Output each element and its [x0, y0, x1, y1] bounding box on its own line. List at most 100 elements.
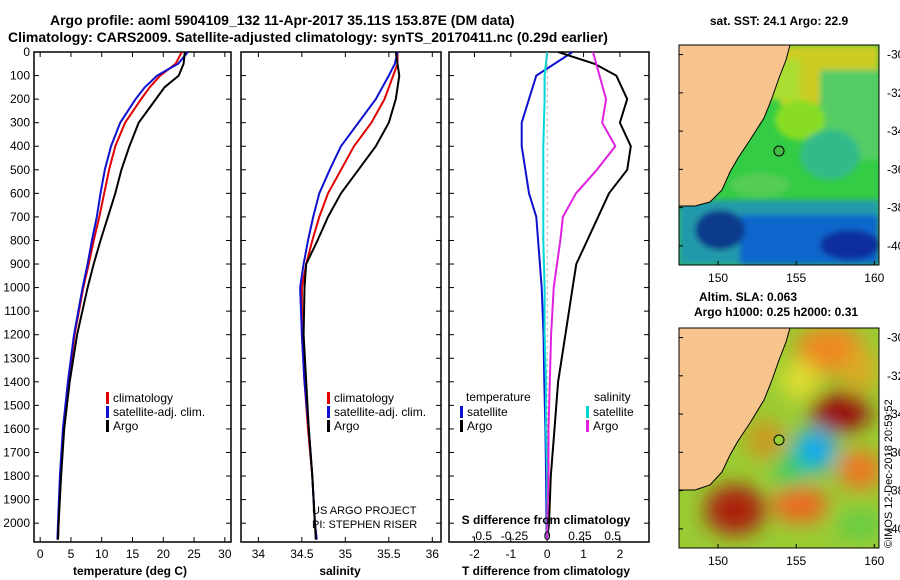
legend-swatch-climatology: [327, 392, 330, 404]
series-line-satellite-adj-clim-: [56, 52, 189, 540]
lat-tick-label: -40: [887, 239, 900, 253]
salinity-x-label: salinity: [319, 564, 361, 578]
difference-x-label: T difference from climatology: [462, 564, 630, 578]
depth-tick-label: 200: [10, 92, 30, 106]
argo-float-marker-2: [773, 434, 785, 446]
x-tick-label: 30: [218, 547, 232, 561]
salinity-frame: [240, 51, 442, 543]
depth-tick-label: 1400: [3, 375, 30, 389]
legend-swatch-satellite: [327, 406, 330, 418]
title-line-2: Climatology: CARS2009. Satellite-adjuste…: [8, 29, 608, 45]
legend-swatch-s-argo: [586, 420, 589, 432]
depth-axis: 0 100 200 300 400 500 600 700 800 900 1000 1100 1200…: [3, 45, 30, 530]
legend-swatch-t-argo: [460, 420, 463, 432]
depth-tick-label: 1200: [3, 328, 30, 342]
temperature-x-ticks: 0 5 10 15 20 25 30: [37, 52, 232, 561]
pi-credit: PI: STEPHEN RISER: [312, 519, 417, 531]
legend-t-argo: Argo: [467, 419, 493, 433]
difference-panel: -2 -1 0 1 2 T difference from climatology S …: [448, 51, 650, 578]
series-line-argo: [302, 52, 401, 540]
depth-tick-label: 1500: [3, 398, 30, 412]
legend-satellite: satellite-adj. clim.: [113, 405, 205, 419]
series-line-satellite-adj-clim-: [299, 52, 399, 540]
x-tick-label: 25: [187, 547, 201, 561]
legend-argo: Argo: [113, 419, 139, 433]
salinity-panel: 34 34.5 35 35.5 36 salinity climatology sate…: [240, 51, 442, 578]
legend-s-argo: Argo: [593, 419, 619, 433]
depth-tick-label: 0: [23, 45, 30, 59]
temperature-frame: [33, 51, 232, 543]
x-tick-label: 1: [580, 547, 587, 561]
depth-tick-label: 1900: [3, 493, 30, 507]
legend-swatch-s-satellite: [586, 406, 589, 418]
x-tick-label: 35.5: [377, 547, 401, 561]
sla-map-image: [679, 328, 879, 548]
sst-map-frame: [678, 44, 880, 266]
depth-tick-label: 700: [10, 210, 30, 224]
argo-float-marker: [773, 145, 785, 157]
s-diff-tick-label: -0.5: [471, 529, 492, 543]
lat-tick-label: -36: [887, 445, 900, 459]
x-tick-label: 0: [544, 547, 551, 561]
sla-map-frame: [678, 327, 880, 549]
title-line-1: Argo profile: aoml 5904109_132 11-Apr-20…: [50, 12, 515, 28]
depth-tick-label: 1100: [4, 304, 30, 318]
salinity-difference-ticks: -0.5 -0.25 0 0.25 0.5: [471, 529, 621, 543]
depth-tick-label: 100: [10, 69, 30, 83]
lat-tick-label: -30: [887, 331, 900, 345]
lat-tick-label: -40: [887, 522, 900, 536]
sla-map-ticks: -30 -32 -34 -36 -38 -40 150 155 160: [679, 331, 900, 568]
sst-map-ticks: -30 -32 -34 -36 -38 -40 150 155 160: [679, 48, 900, 285]
depth-tick-label: 1600: [3, 422, 30, 436]
lat-tick-label: -32: [887, 369, 900, 383]
legend-swatch-t-satellite: [460, 406, 463, 418]
lat-tick-label: -34: [887, 407, 900, 421]
temperature-panel: 0 5 10 15 20 25 30 temperature (deg C) climato…: [33, 51, 232, 578]
series-line-s-argo: [546, 52, 617, 540]
legend-swatch-argo: [327, 420, 330, 432]
lat-tick-label: -38: [887, 201, 900, 215]
lon-tick-label: 155: [786, 554, 806, 568]
depth-tick-label: 800: [10, 233, 30, 247]
legend-argo: Argo: [334, 419, 360, 433]
salinity-legend: climatology satellite-adj. clim. Argo: [327, 391, 426, 433]
legend-satellite: satellite-adj. clim.: [334, 405, 426, 419]
s-diff-tick-label: 0: [544, 529, 551, 543]
salinity-difference-label: S difference from climatology: [462, 513, 631, 527]
sla-map-title-1: Altim. SLA: 0.063: [699, 290, 797, 304]
lon-tick-label: 155: [786, 271, 806, 285]
difference-y-ticks: [449, 51, 649, 524]
sla-map: Altim. SLA: 0.063 Argo h1000: 0.25 h2000…: [678, 290, 900, 568]
series-line-argo: [57, 52, 186, 540]
series-line-climatology: [300, 52, 399, 540]
s-diff-tick-label: 0.5: [604, 529, 621, 543]
x-tick-label: 35: [339, 547, 353, 561]
depth-tick-label: 1000: [3, 281, 30, 295]
legend-climatology: climatology: [113, 391, 173, 405]
difference-lines: [520, 52, 632, 542]
x-tick-label: 36: [426, 547, 440, 561]
x-tick-label: -2: [469, 547, 480, 561]
depth-tick-label: 600: [10, 186, 30, 200]
lon-tick-label: 160: [864, 554, 884, 568]
sla-map-title-2: Argo h1000: 0.25 h2000: 0.31: [694, 305, 858, 319]
depth-tick-label: 300: [10, 116, 30, 130]
legend-climatology: climatology: [334, 391, 394, 405]
depth-tick-label: 1800: [3, 469, 30, 483]
lon-tick-label: 150: [708, 271, 728, 285]
lat-tick-label: -38: [887, 484, 900, 498]
temperature-legend: climatology satellite-adj. clim. Argo: [106, 391, 205, 433]
lon-tick-label: 160: [864, 271, 884, 285]
x-tick-label: -1: [505, 547, 516, 561]
salinity-lines: [299, 52, 401, 540]
sst-map: sat. SST: 24.1 Argo: 22.9 -30-32-34-36-3…: [678, 14, 900, 285]
legend-s-satellite: satellite: [593, 405, 634, 419]
legend-swatch-climatology: [106, 392, 109, 404]
series-line-s-satellite: [542, 52, 549, 540]
legend-temperature-title: temperature: [466, 390, 531, 404]
s-diff-tick-label: -0.25: [501, 529, 529, 543]
legend-swatch-argo: [106, 420, 109, 432]
legend-salinity-title: salinity: [594, 390, 631, 404]
x-tick-label: 0: [37, 547, 44, 561]
